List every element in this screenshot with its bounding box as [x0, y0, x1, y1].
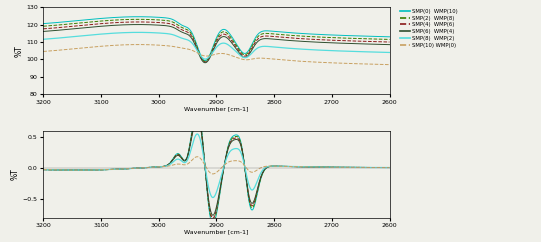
- SMP(4)  WMP(6): [40, 27, 47, 30]
- SMP(6)  WMP(4): [251, 45, 258, 47]
- SMP(4)  WMP(6): [61, 26, 68, 29]
- SMP(10) WMP(0): [40, 50, 47, 53]
- SMP(6)  WMP(4): [261, 37, 268, 40]
- SMP(0)  WMP(10): [40, 22, 47, 25]
- SMP(6)  WMP(4): [242, 56, 248, 59]
- SMP(2)  WMP(8): [386, 38, 393, 41]
- Line: SMP(2)  WMP(8): SMP(2) WMP(8): [43, 19, 390, 61]
- SMP(6)  WMP(4): [304, 40, 310, 43]
- SMP(8)  WMP(2): [135, 31, 142, 34]
- SMP(8)  WMP(2): [339, 50, 346, 53]
- X-axis label: Wavenumber [cm-1]: Wavenumber [cm-1]: [184, 230, 249, 235]
- SMP(2)  WMP(8): [40, 25, 47, 28]
- SMP(10) WMP(0): [339, 62, 345, 65]
- SMP(10) WMP(0): [303, 60, 309, 63]
- SMP(4)  WMP(6): [242, 55, 248, 58]
- X-axis label: Wavenumber [cm-1]: Wavenumber [cm-1]: [184, 106, 249, 111]
- Line: SMP(6)  WMP(4): SMP(6) WMP(4): [43, 24, 390, 63]
- SMP(6)  WMP(4): [202, 61, 209, 64]
- SMP(10) WMP(0): [250, 57, 257, 60]
- SMP(8)  WMP(2): [304, 48, 310, 51]
- SMP(2)  WMP(8): [304, 35, 310, 38]
- SMP(2)  WMP(8): [251, 40, 258, 43]
- SMP(0)  WMP(10): [135, 15, 142, 18]
- SMP(10) WMP(0): [261, 57, 268, 60]
- SMP(2)  WMP(8): [261, 32, 268, 35]
- SMP(8)  WMP(2): [61, 36, 68, 39]
- SMP(8)  WMP(2): [261, 45, 268, 48]
- SMP(2)  WMP(8): [242, 53, 248, 56]
- Line: SMP(0)  WMP(10): SMP(0) WMP(10): [43, 17, 390, 61]
- SMP(10) WMP(0): [135, 43, 142, 46]
- SMP(2)  WMP(8): [135, 18, 142, 21]
- Y-axis label: %T: %T: [14, 45, 23, 57]
- SMP(2)  WMP(8): [61, 23, 68, 26]
- SMP(2)  WMP(8): [339, 37, 346, 39]
- SMP(8)  WMP(2): [251, 49, 258, 52]
- SMP(6)  WMP(4): [40, 30, 47, 33]
- SMP(10) WMP(0): [241, 58, 248, 61]
- SMP(6)  WMP(4): [61, 28, 68, 31]
- SMP(6)  WMP(4): [386, 43, 393, 46]
- SMP(0)  WMP(10): [202, 59, 208, 62]
- SMP(8)  WMP(2): [40, 38, 47, 41]
- Legend: SMP(0)  WMP(10), SMP(2)  WMP(8), SMP(4)  WMP(6), SMP(6)  WMP(4), SMP(8)  WMP(2),: SMP(0) WMP(10), SMP(2) WMP(8), SMP(4) WM…: [399, 8, 459, 48]
- SMP(0)  WMP(10): [304, 32, 310, 35]
- SMP(8)  WMP(2): [242, 56, 248, 59]
- Line: SMP(8)  WMP(2): SMP(8) WMP(2): [43, 32, 390, 59]
- SMP(0)  WMP(10): [339, 34, 346, 37]
- SMP(4)  WMP(6): [202, 60, 208, 63]
- SMP(8)  WMP(2): [202, 58, 209, 60]
- Line: SMP(4)  WMP(6): SMP(4) WMP(6): [43, 22, 390, 62]
- SMP(2)  WMP(8): [202, 60, 208, 63]
- SMP(4)  WMP(6): [261, 35, 268, 38]
- SMP(0)  WMP(10): [261, 30, 268, 32]
- SMP(8)  WMP(2): [386, 51, 393, 54]
- SMP(0)  WMP(10): [242, 52, 248, 55]
- SMP(0)  WMP(10): [386, 35, 393, 38]
- SMP(0)  WMP(10): [251, 38, 258, 41]
- SMP(4)  WMP(6): [339, 39, 346, 42]
- SMP(4)  WMP(6): [135, 21, 142, 23]
- Line: SMP(10) WMP(0): SMP(10) WMP(0): [43, 45, 390, 65]
- SMP(4)  WMP(6): [251, 42, 258, 45]
- SMP(6)  WMP(4): [339, 42, 346, 45]
- SMP(4)  WMP(6): [386, 41, 393, 44]
- SMP(0)  WMP(10): [61, 20, 68, 23]
- SMP(10) WMP(0): [61, 48, 68, 51]
- SMP(4)  WMP(6): [304, 38, 310, 40]
- SMP(10) WMP(0): [386, 63, 393, 66]
- Y-axis label: %T: %T: [11, 168, 20, 180]
- SMP(6)  WMP(4): [135, 23, 142, 26]
